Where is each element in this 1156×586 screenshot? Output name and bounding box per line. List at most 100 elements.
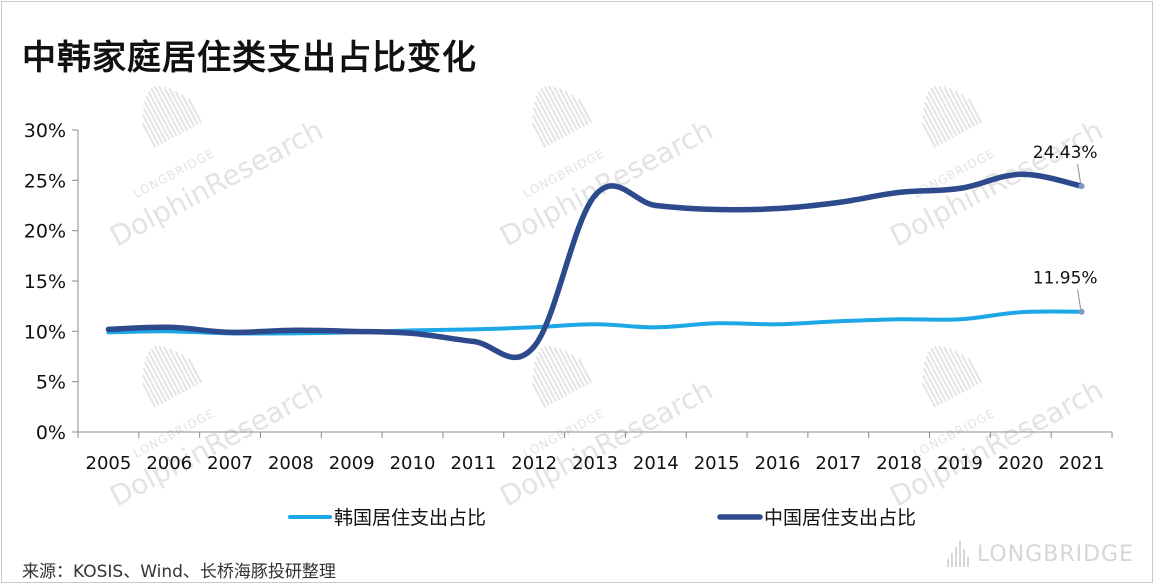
y-tick-label: 15%: [24, 271, 66, 293]
x-tick-label: 2018: [876, 453, 922, 474]
y-tick-label: 5%: [36, 372, 66, 394]
watermark-bar: [158, 345, 185, 393]
x-tick-label: 2011: [450, 453, 496, 474]
longbridge-logo: LONGBRIDGE: [946, 541, 1134, 567]
watermark-bar: [967, 358, 983, 384]
watermark-bar: [548, 85, 575, 133]
watermark-bar: [923, 361, 947, 403]
logo-word: LONGBRIDGE: [976, 542, 1134, 567]
legend: 韩国居住支出占比 中国居住支出占比: [288, 507, 916, 529]
watermark-bar: [921, 382, 937, 408]
watermark-bar: [553, 86, 579, 131]
watermark-bar: [577, 98, 593, 124]
watermark-bar: [577, 358, 593, 384]
watermark-bar: [922, 107, 944, 144]
watermark-bar: [531, 382, 547, 408]
watermark-bar: [930, 347, 958, 397]
watermark-bar: [925, 95, 951, 141]
watermark-bar: [532, 114, 550, 146]
watermark-bar: [145, 355, 171, 401]
legend-label: 中国居住支出占比: [764, 507, 916, 529]
watermark-bar: [954, 350, 976, 387]
x-tick-label: 2016: [755, 453, 801, 474]
watermark-bar: [925, 355, 951, 401]
watermark-bar: [930, 87, 958, 137]
x-tick-label: 2019: [937, 453, 983, 474]
x-tick-label: 2021: [1059, 453, 1105, 474]
watermark-bar: [145, 95, 171, 141]
watermark-bar: [943, 346, 969, 391]
watermark-bar: [187, 358, 203, 384]
watermark-bar: [570, 94, 589, 126]
watermark-bar: [531, 122, 547, 148]
watermark-bar: [532, 367, 554, 404]
china-series-line: [105, 171, 1085, 361]
x-tick-label: 2013: [572, 453, 618, 474]
x-tick-label: 2009: [329, 453, 375, 474]
watermark-name: DolphinResearch: [105, 113, 329, 253]
watermark-bar: [142, 114, 160, 146]
x-tick-label: 2008: [268, 453, 314, 474]
y-tick-label: 10%: [24, 321, 66, 343]
watermark-bar: [150, 347, 178, 397]
watermark-bar: [535, 355, 561, 401]
watermark-bar: [533, 361, 557, 403]
watermark-bar: [535, 95, 561, 141]
x-tick-label: 2012: [511, 453, 557, 474]
watermark-bar: [967, 98, 983, 124]
watermark-bar: [943, 86, 969, 131]
watermark-bar: [158, 85, 185, 133]
y-tick-label: 25%: [24, 170, 66, 192]
watermark-bar: [143, 101, 167, 143]
watermark-bar: [147, 91, 174, 139]
watermark-bar: [147, 351, 174, 399]
watermark-bar: [533, 101, 557, 143]
axes-layer: 0% 5% 10% 15% 20% 25% 30% 2005 2006 2007 2008 2009 2…: [24, 120, 1113, 474]
x-tick-label: 2020: [998, 453, 1044, 474]
watermark-bar: [933, 345, 961, 395]
watermark-bar: [553, 346, 579, 391]
y-tick-label: 30%: [24, 120, 66, 142]
watermark-bar: [540, 87, 568, 137]
watermark-bar: [141, 122, 157, 148]
watermark-bar: [922, 114, 940, 146]
watermark-bar: [948, 348, 972, 389]
x-tick-label: 2006: [146, 453, 192, 474]
end-label: 24.43%: [1033, 143, 1098, 163]
watermark-bar: [933, 85, 961, 135]
logo-bars-icon: [946, 541, 969, 567]
watermark-bar: [163, 86, 189, 131]
watermark-name: DolphinResearch: [495, 113, 719, 253]
watermark-bar: [570, 354, 589, 386]
x-tick-label: 2014: [633, 453, 679, 474]
watermark-bar: [543, 345, 571, 395]
watermark-bar: [180, 354, 199, 386]
watermark-bar: [927, 91, 954, 139]
end-marker: [1078, 183, 1085, 190]
end-label: 11.95%: [1033, 269, 1098, 289]
labels-layer: 11.95% 24.43%: [1033, 143, 1098, 315]
watermark-bar: [141, 382, 157, 408]
watermark-bar: [532, 374, 550, 406]
watermark-bar: [558, 88, 582, 129]
y-tick-label: 0%: [36, 422, 66, 444]
watermark-name: DolphinResearch: [885, 373, 1109, 513]
watermark-bar: [564, 350, 586, 387]
watermark-bar: [923, 101, 947, 143]
watermark-bar: [558, 348, 582, 389]
watermark-bar: [180, 94, 199, 126]
end-label-leader: [1077, 289, 1082, 309]
watermark-bar: [540, 347, 568, 397]
watermark-bar: [922, 374, 940, 406]
x-tick-label: 2007: [207, 453, 253, 474]
end-marker: [1078, 308, 1085, 315]
watermark-bar: [143, 361, 167, 403]
x-tick-label: 2017: [815, 453, 861, 474]
series-layer: [105, 171, 1085, 361]
watermark-bar: [938, 345, 965, 393]
